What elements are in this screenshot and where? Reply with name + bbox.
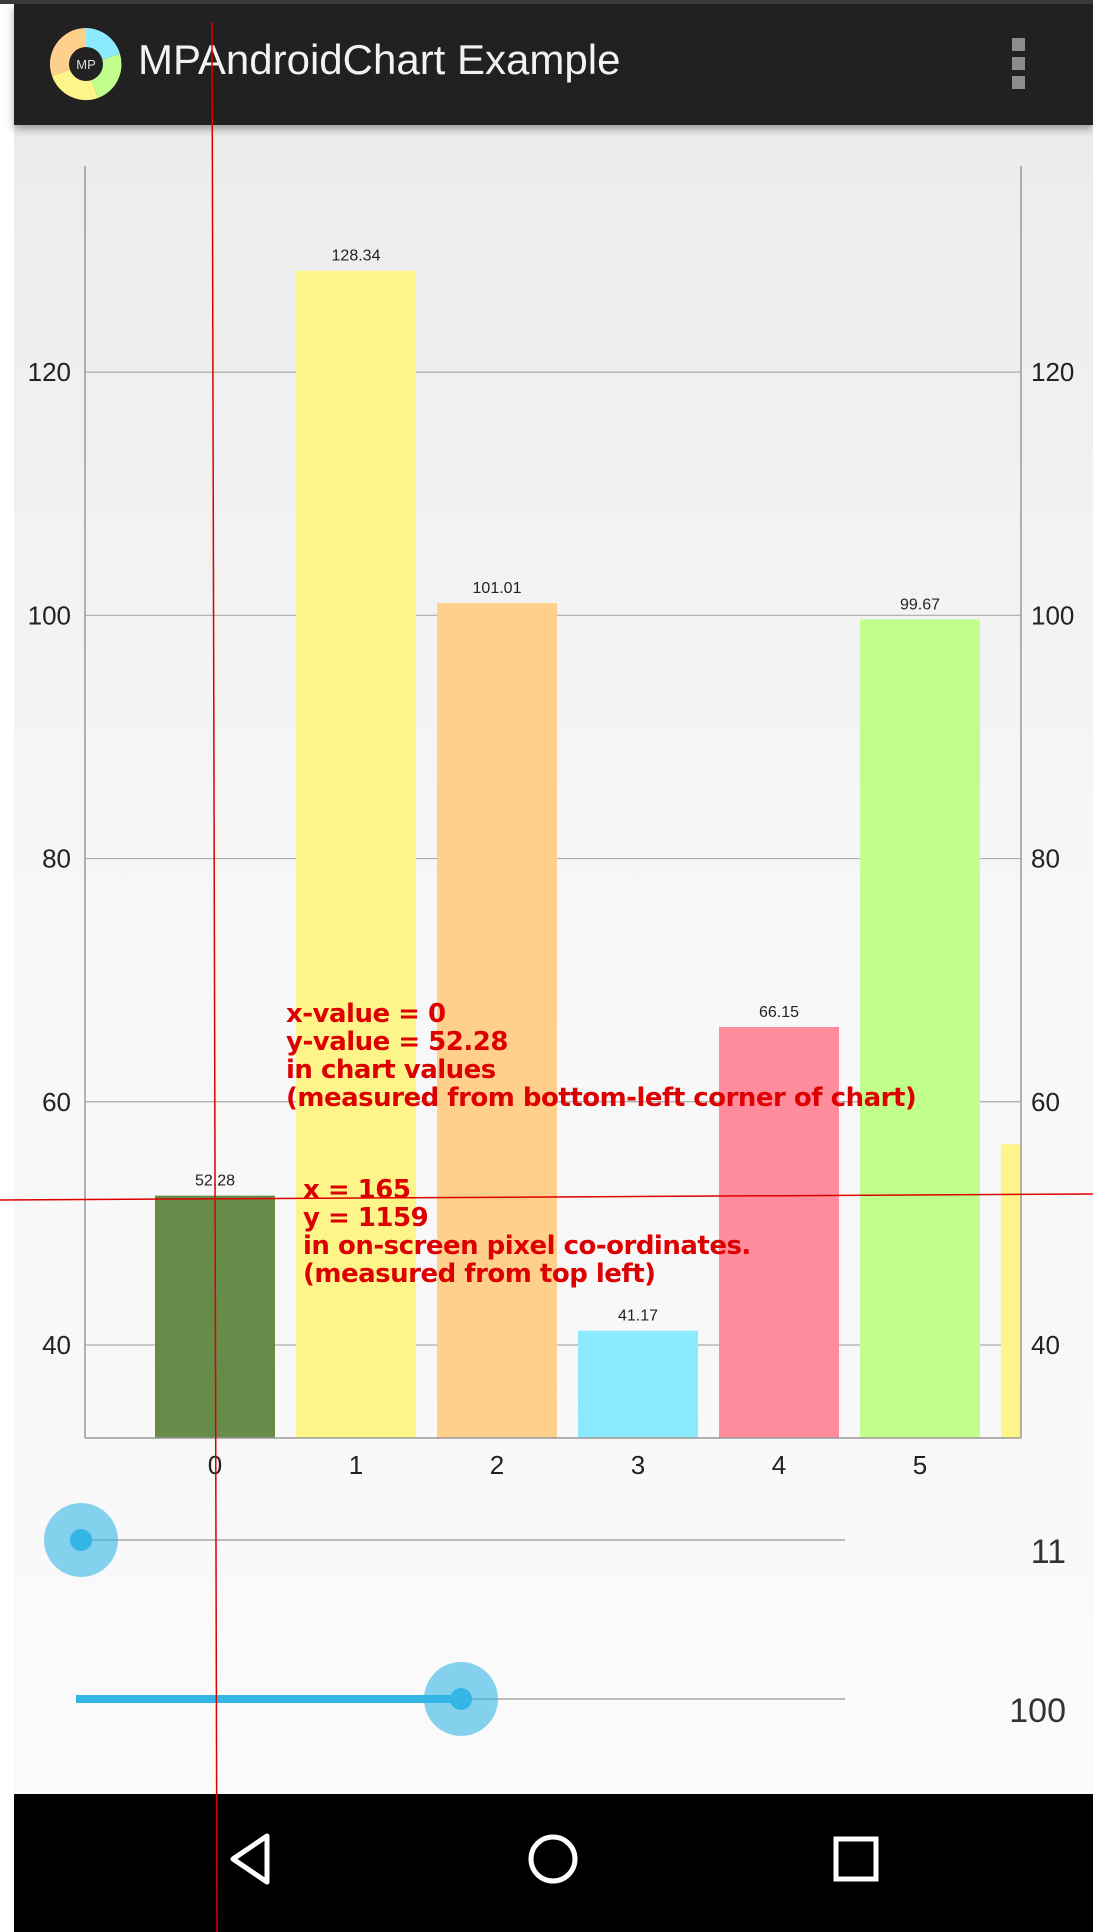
annotation-line: (measured from bottom-left corner of cha… — [286, 1083, 917, 1113]
bar-value-label: 41.17 — [618, 1308, 658, 1325]
slider-2-value: 100 — [1009, 1692, 1066, 1730]
bar-2 — [437, 603, 557, 1438]
slider-x-count[interactable] — [44, 1503, 845, 1577]
navigation-bar — [14, 1794, 1093, 1932]
logo-text: MP — [76, 57, 96, 72]
more-vert-icon[interactable] — [1012, 38, 1026, 90]
bar-value-label: 128.34 — [332, 248, 381, 265]
bar-6 — [1001, 1144, 1021, 1438]
slider-y-range[interactable] — [76, 1662, 845, 1736]
y-tick-label-left: 80 — [42, 844, 71, 874]
bar-4 — [719, 1026, 839, 1438]
x-tick-label: 3 — [631, 1450, 645, 1480]
bar-1 — [296, 270, 416, 1438]
y-tick-label-right: 40 — [1031, 1330, 1060, 1360]
bar-3 — [578, 1330, 698, 1438]
x-tick-label: 2 — [490, 1450, 504, 1480]
bar-value-label: 101.01 — [473, 580, 522, 597]
status-bar — [0, 0, 1093, 4]
annotation-line: in on-screen pixel co-ordinates. — [303, 1231, 751, 1261]
y-tick-label-right: 120 — [1031, 357, 1074, 387]
x-tick-label: 5 — [913, 1450, 927, 1480]
y-tick-label-right: 100 — [1031, 600, 1074, 630]
slider-1-value: 11 — [1031, 1533, 1066, 1571]
y-tick-label-left: 100 — [28, 600, 71, 630]
action-bar — [14, 4, 1093, 125]
home-icon[interactable] — [518, 1824, 588, 1894]
recents-icon[interactable] — [821, 1824, 891, 1894]
bar-value-label: 66.15 — [759, 1004, 799, 1021]
x-tick-label: 4 — [772, 1450, 786, 1480]
y-tick-label-left: 40 — [42, 1330, 71, 1360]
y-tick-label-right: 80 — [1031, 844, 1060, 874]
bar-value-label: 52.28 — [195, 1173, 235, 1190]
x-tick-label: 1 — [349, 1450, 363, 1480]
annotation-line: y-value = 52.28 — [286, 1027, 508, 1057]
x-tick-label: 0 — [208, 1450, 222, 1480]
bar-value-label: 99.67 — [900, 596, 940, 613]
bar-5 — [860, 619, 980, 1438]
y-tick-label-left: 120 — [28, 357, 71, 387]
app-logo-icon: MP — [49, 27, 122, 101]
bar-0 — [155, 1195, 275, 1438]
back-icon[interactable] — [215, 1824, 285, 1894]
annotation-line: y = 1159 — [303, 1203, 429, 1233]
annotation-line: (measured from top left) — [303, 1259, 656, 1289]
y-tick-label-right: 60 — [1031, 1087, 1060, 1117]
chart-value-annotation: x-value = 0 y-value = 52.28 in chart val… — [286, 999, 917, 1113]
y-tick-label-left: 60 — [42, 1087, 71, 1117]
annotation-line: x-value = 0 — [286, 999, 446, 1029]
annotation-line: in chart values — [286, 1055, 496, 1085]
pixel-value-annotation: x = 165 y = 1159 in on-screen pixel co-o… — [303, 1176, 751, 1288]
app-title: MPAndroidChart Example — [138, 36, 621, 83]
annotation-line: x = 165 — [303, 1175, 411, 1205]
